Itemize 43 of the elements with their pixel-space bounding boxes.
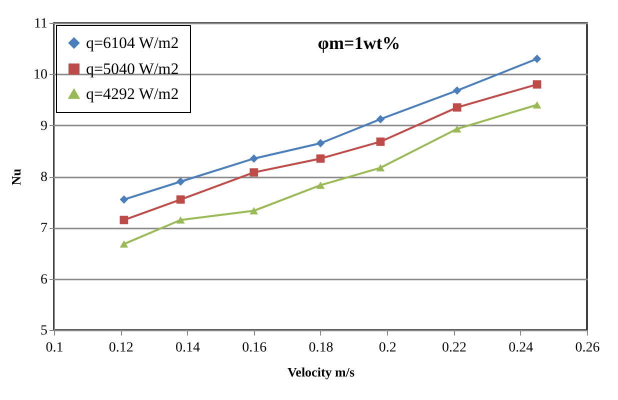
y-tick-label: 8 <box>40 170 48 185</box>
x-tick-label: 0.2 <box>378 340 396 356</box>
point <box>452 103 462 112</box>
point <box>452 86 462 95</box>
x-tick-label: 0.22 <box>442 340 466 356</box>
point <box>532 80 542 89</box>
y-tick-label: 7 <box>40 221 48 236</box>
y-axis-title: Nu <box>8 168 24 186</box>
x-tick-label: 0.14 <box>176 340 200 356</box>
point <box>250 207 258 214</box>
y-tick-label: 9 <box>40 118 48 134</box>
point <box>316 139 325 148</box>
x-tick-label: 0.18 <box>308 340 334 356</box>
point <box>376 164 385 172</box>
x-tick-label: 0.12 <box>108 340 134 356</box>
point <box>120 216 128 224</box>
point <box>250 154 258 163</box>
point <box>176 195 185 204</box>
point <box>250 168 258 177</box>
x-tick-label: 0.1 <box>46 340 64 356</box>
x-tick-label: 0.24 <box>508 340 534 356</box>
y-tick-label: 6 <box>40 272 48 288</box>
x-axis-title: Velocity m/s <box>287 364 355 380</box>
y-tick-label: 10 <box>34 68 48 83</box>
point <box>120 195 128 204</box>
x-tick-label: 0.26 <box>575 340 600 356</box>
legend-label: q=4292 W/m2 <box>86 86 179 103</box>
point <box>120 240 128 248</box>
point <box>316 154 325 163</box>
y-tick-label: 5 <box>40 324 48 338</box>
point <box>316 182 325 189</box>
point <box>452 125 462 133</box>
point <box>376 138 385 146</box>
point <box>176 216 185 224</box>
legend-label: q=5040 W/m2 <box>86 61 179 78</box>
point <box>532 101 542 108</box>
legend-label: q=6104 W/m2 <box>86 35 179 52</box>
x-tick-label: 0.16 <box>242 340 267 356</box>
annotation: φm=1wt% <box>318 33 400 53</box>
y-tick-label: 11 <box>34 16 48 32</box>
point <box>376 115 385 124</box>
point <box>176 177 185 186</box>
point <box>532 54 542 63</box>
